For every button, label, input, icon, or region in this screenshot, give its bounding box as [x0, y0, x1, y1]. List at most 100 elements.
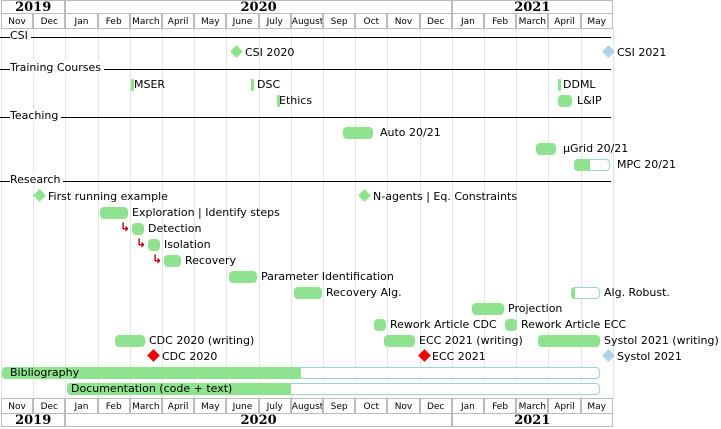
month-label: Feb	[484, 398, 517, 414]
month-label: Dec	[419, 398, 452, 414]
bar-ecc-writing	[384, 335, 415, 347]
label-projection: Projection	[508, 302, 563, 315]
label-bibliography: Bibliography	[10, 366, 80, 379]
month-gridline	[194, 29, 195, 398]
milestone-first-example	[33, 189, 46, 202]
month-label: August	[290, 13, 323, 29]
month-label: Nov	[387, 398, 420, 414]
month-label: Oct	[355, 398, 388, 414]
month-label: May	[194, 398, 227, 414]
bar-rework-cdc	[374, 319, 386, 331]
month-gridline	[291, 29, 292, 398]
milestone-cdc-2020	[147, 349, 160, 362]
month-label: Nov	[1, 13, 34, 29]
month-label: Dec	[419, 13, 452, 29]
month-gridline	[1, 29, 2, 398]
dependency-arrow-icon: ↳	[152, 252, 163, 266]
month-label: Feb	[484, 13, 517, 29]
bar-ethics	[277, 95, 280, 107]
label-nagents: N-agents | Eq. Constraints	[373, 190, 518, 203]
label-exploration: Exploration | Identify steps	[132, 206, 280, 219]
month-label: Jan	[451, 13, 484, 29]
label-dsc: DSC	[257, 78, 281, 91]
month-label: April	[548, 398, 581, 414]
group-label-csi: CSI	[10, 29, 31, 42]
month-label: March	[129, 13, 162, 29]
month-label: Sep	[323, 13, 356, 29]
group-label-training: Training Courses	[10, 61, 105, 74]
month-label: April	[162, 13, 195, 29]
month-gridline	[130, 29, 131, 398]
year-label-2020: 2020	[65, 413, 452, 428]
month-label: Feb	[97, 13, 130, 29]
month-label: Oct	[355, 13, 388, 29]
year-label-2019: 2019	[1, 413, 66, 428]
month-gridline	[548, 29, 549, 398]
label-mser: MSER	[134, 78, 166, 91]
month-gridline	[323, 29, 324, 398]
bar-param-id	[229, 271, 257, 283]
month-gridline	[355, 29, 356, 398]
bar-alg-robust-track	[571, 287, 600, 299]
month-gridline	[162, 29, 163, 398]
month-gridline	[516, 29, 517, 398]
label-isolation: Isolation	[164, 238, 211, 251]
group-divider-csi	[0, 37, 611, 38]
bar-isolation	[148, 239, 160, 251]
label-ddml: DDML	[563, 78, 596, 91]
month-gridline	[613, 29, 614, 398]
month-label: April	[548, 13, 581, 29]
month-gridline	[259, 29, 260, 398]
month-label: June	[226, 13, 259, 29]
bar-bibliography-progress	[2, 367, 301, 379]
milestone-nagents	[358, 189, 371, 202]
label-systol-2021: Systol 2021	[617, 350, 682, 363]
label-ethics: Ethics	[279, 94, 313, 107]
month-label: March	[129, 398, 162, 414]
label-csi-2020: CSI 2020	[245, 46, 295, 59]
bar-documentation-progress	[67, 383, 291, 395]
bar-lip	[558, 95, 572, 107]
month-label: June	[226, 398, 259, 414]
month-gridline	[581, 29, 582, 398]
group-label-research: Research	[10, 173, 64, 186]
month-gridline	[387, 29, 388, 398]
label-first-example: First running example	[48, 190, 168, 203]
label-ecc-2021: ECC 2021	[432, 350, 486, 363]
month-label: April	[162, 398, 195, 414]
label-rework-ecc: Rework Article ECC	[521, 318, 627, 331]
month-label: May	[580, 398, 613, 414]
bar-ddml	[558, 79, 561, 91]
label-cdc-2020: CDC 2020	[162, 350, 218, 363]
label-mpc: MPC 20/21	[617, 158, 677, 171]
month-label: Feb	[97, 398, 130, 414]
group-divider-teaching	[0, 117, 611, 118]
dependency-arrow-icon: ↳	[136, 236, 147, 250]
label-recovery: Recovery	[185, 254, 237, 267]
bar-recovery	[164, 255, 181, 267]
bar-systol-writing	[538, 335, 600, 347]
bar-mpc-progress	[574, 159, 590, 171]
group-divider-research	[0, 181, 611, 182]
month-label: August	[290, 398, 323, 414]
bar-exploration	[100, 207, 128, 219]
month-gridline	[226, 29, 227, 398]
month-gridline	[98, 29, 99, 398]
bar-dsc	[251, 79, 254, 91]
month-gridline	[65, 29, 66, 398]
label-auto: Auto 20/21	[380, 126, 441, 139]
month-gridline	[33, 29, 34, 398]
bar-projection	[472, 303, 504, 315]
label-mugrid: µGrid 20/21	[563, 142, 629, 155]
month-label: March	[516, 13, 549, 29]
year-label-2019: 2019	[1, 0, 66, 15]
month-label: Jan	[65, 13, 98, 29]
month-label: July	[258, 13, 291, 29]
month-label: Jan	[65, 398, 98, 414]
month-label: May	[580, 13, 613, 29]
month-label: Dec	[33, 13, 66, 29]
label-alg-robust: Alg. Robust.	[604, 286, 670, 299]
month-gridline	[420, 29, 421, 398]
label-param-id: Parameter Identification	[261, 270, 394, 283]
